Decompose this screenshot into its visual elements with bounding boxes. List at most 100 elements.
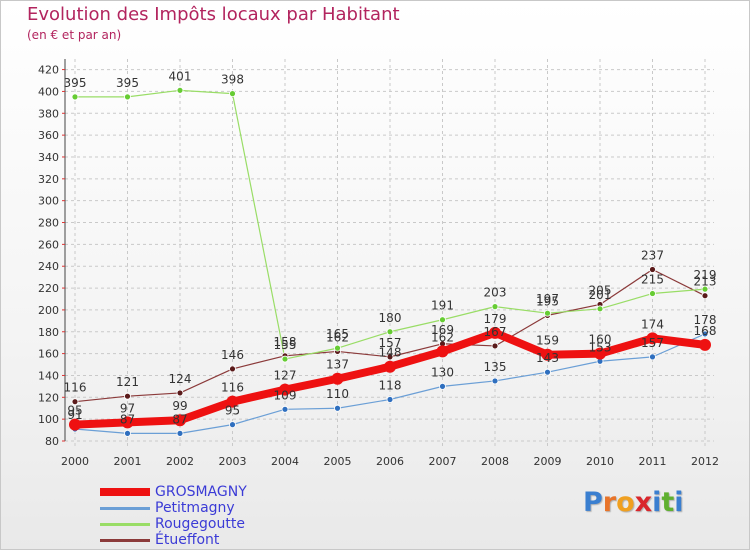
x-tick-label: 2001 (114, 455, 142, 468)
data-point (281, 405, 289, 413)
legend-item: Étueffont (100, 532, 320, 548)
data-label: 95 (225, 404, 240, 418)
data-label: 95 (67, 404, 82, 418)
data-label: 158 (274, 335, 297, 349)
data-point (229, 421, 236, 429)
data-point (386, 396, 394, 403)
proxiti-logo: Proxiti (583, 487, 684, 518)
x-tick-label: 2011 (639, 455, 667, 468)
data-point (541, 348, 554, 361)
logo-letter: t (661, 487, 675, 518)
data-point (71, 398, 79, 406)
data-point (124, 93, 131, 101)
data-point (596, 305, 604, 313)
legend-item: Petitmagny (100, 500, 320, 516)
x-tick-label: 2000 (61, 455, 89, 468)
data-label: 398 (221, 73, 244, 87)
legend-item: GROSMAGNY (100, 484, 320, 500)
data-point (226, 395, 239, 408)
data-point (334, 404, 341, 412)
data-label: 130 (431, 365, 454, 379)
data-label: 395 (64, 76, 87, 90)
data-point (176, 389, 184, 397)
x-tick-label: 2003 (219, 455, 247, 468)
legend: GROSMAGNY Petitmagny Rougegoutte Étueffont (100, 484, 320, 548)
legend-swatch (100, 538, 150, 542)
legend-swatch (100, 506, 150, 510)
data-point (386, 328, 394, 336)
data-point (279, 383, 291, 396)
data-label: 157 (641, 336, 664, 350)
legend-label: Étueffont (155, 532, 220, 548)
data-label: 168 (694, 324, 717, 338)
data-point (121, 416, 134, 429)
legend-swatch (100, 488, 150, 496)
logo-letter: i (674, 487, 684, 518)
data-label: 109 (274, 388, 297, 402)
y-tick-label: 180 (38, 326, 59, 339)
data-label: 91 (67, 408, 82, 422)
data-label: 215 (641, 273, 664, 287)
y-tick-label: 280 (38, 217, 59, 230)
data-label: 143 (536, 351, 559, 365)
data-label: 146 (221, 348, 244, 362)
data-label: 155 (274, 338, 297, 352)
data-point (491, 342, 499, 350)
data-point (386, 353, 394, 361)
data-label: 179 (484, 312, 507, 326)
data-point (71, 93, 79, 101)
y-tick-label: 260 (38, 238, 59, 251)
y-tick-label: 240 (38, 260, 59, 273)
data-label: 395 (116, 76, 139, 90)
data-label: 87 (120, 412, 135, 426)
data-label: 191 (431, 299, 454, 313)
y-tick-label: 100 (38, 413, 59, 426)
data-point (594, 347, 606, 360)
data-label: 195 (536, 294, 559, 308)
chart-subtitle: (en € et par an) (27, 28, 122, 42)
data-label: 203 (484, 286, 507, 300)
data-label: 118 (379, 378, 402, 392)
data-point (649, 266, 656, 273)
data-label: 121 (116, 375, 139, 389)
data-label: 110 (326, 387, 349, 401)
data-label: 205 (589, 283, 612, 297)
logo-letter: o (616, 487, 635, 518)
data-label: 401 (169, 69, 192, 83)
data-label: 160 (589, 333, 612, 347)
x-tick-label: 2008 (481, 455, 509, 468)
data-point (649, 353, 656, 361)
data-point (229, 90, 236, 98)
data-point (544, 368, 551, 376)
data-point (124, 429, 131, 437)
data-point (701, 330, 709, 338)
data-point (229, 365, 236, 373)
data-point (176, 429, 184, 437)
data-point (124, 392, 131, 400)
chart-title: Evolution des Impôts locaux par Habitant (27, 4, 400, 25)
data-point (439, 316, 446, 324)
data-label: 237 (641, 248, 664, 262)
data-label: 180 (379, 311, 402, 325)
data-label: 127 (274, 369, 297, 383)
y-tick-label: 400 (38, 85, 59, 98)
logo-letter: x (634, 487, 653, 518)
x-tick-label: 2010 (586, 455, 614, 468)
data-label: 148 (379, 346, 402, 360)
y-tick-label: 320 (38, 173, 59, 186)
data-point (176, 86, 184, 94)
data-point (646, 332, 659, 345)
y-tick-label: 300 (38, 195, 59, 208)
data-label: 219 (694, 268, 717, 282)
data-label: 116 (221, 381, 244, 395)
y-tick-label: 200 (38, 304, 59, 317)
x-tick-label: 2007 (429, 455, 457, 468)
data-point (439, 382, 446, 390)
x-tick-label: 2009 (534, 455, 562, 468)
x-tick-label: 2004 (271, 455, 299, 468)
data-label: 137 (326, 358, 349, 372)
data-label: 135 (484, 360, 507, 374)
data-label: 165 (326, 327, 349, 341)
x-tick-label: 2012 (691, 455, 719, 468)
data-point (491, 303, 499, 311)
